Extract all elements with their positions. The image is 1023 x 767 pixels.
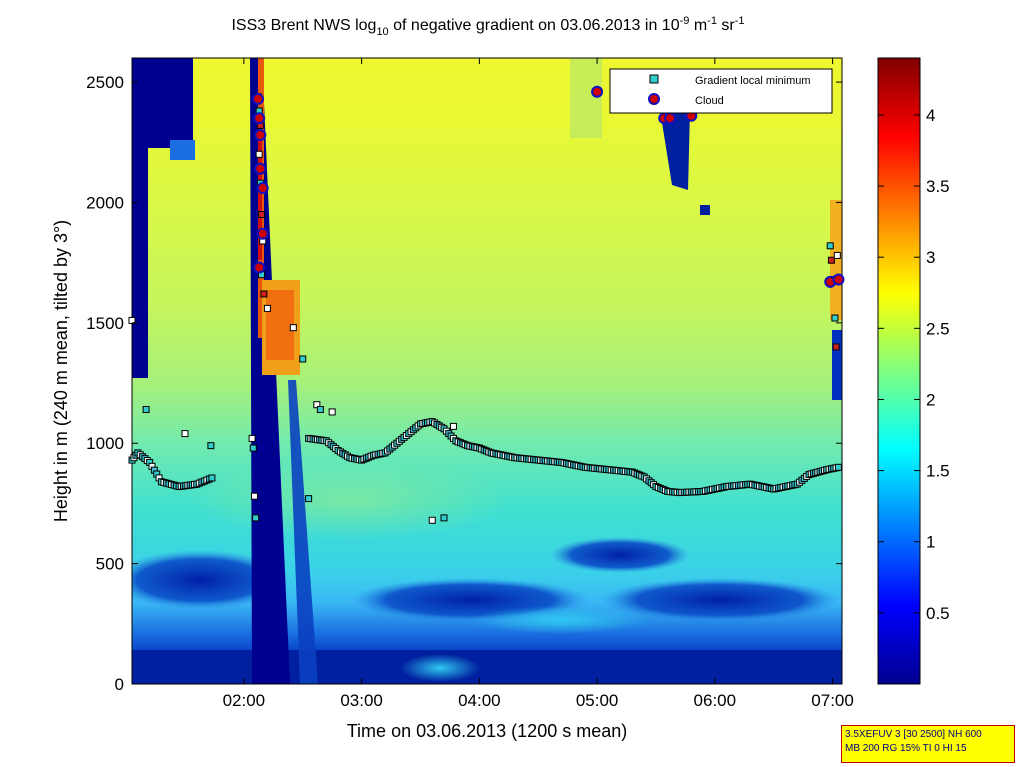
gradient-minimum-point (316, 406, 324, 414)
colorbar-ticks: 0.5 1 1.5 2 2.5 3 3.5 4 (878, 106, 950, 623)
x-tick-label: 07:00 (811, 691, 854, 710)
y-tick-label: 0 (115, 675, 124, 694)
y-tick-label: 500 (96, 555, 124, 574)
y-axis: 0 500 1000 1500 2000 2500 (86, 73, 842, 694)
gradient-minimum-point (260, 290, 268, 298)
legend-square-marker (649, 74, 659, 84)
gradient-minimum-point (255, 150, 263, 158)
x-axis-label: Time on 03.06.2013 (1200 s mean) (347, 721, 628, 741)
gradient-minimum-point (428, 516, 436, 524)
y-tick-label: 1500 (86, 314, 124, 333)
cloud-point (256, 182, 269, 195)
x-axis: 02:00 03:00 04:00 05:00 06:00 07:00 (223, 58, 854, 710)
colorbar-tick-label: 3 (926, 248, 935, 267)
x-tick-label: 02:00 (223, 691, 266, 710)
heatmap-field (132, 58, 842, 684)
cloud-point (253, 112, 266, 125)
legend-box (609, 68, 833, 114)
cloud-layer (251, 85, 845, 288)
gradient-minimum-point (299, 355, 307, 363)
gradient-minimum-point (832, 343, 840, 351)
colorbar-tick-label: 4 (926, 106, 935, 125)
legend-circle-marker (648, 93, 660, 105)
x-tick-label: 03:00 (340, 691, 383, 710)
cloud-point (254, 129, 267, 142)
gradient-minimum-point (207, 442, 215, 450)
cloud-point (254, 162, 267, 175)
gradient-minimum-point (831, 314, 839, 322)
gradient-minimum-point (252, 514, 260, 522)
x-tick-label: 05:00 (576, 691, 619, 710)
gradient-minimum-point (328, 408, 336, 416)
legend-label-gradient-minimum: Gradient local minimum (695, 75, 811, 87)
cloud-point (256, 227, 269, 240)
colorbar-tick-label: 2 (926, 390, 935, 409)
gradient-minimum-point (313, 401, 321, 409)
y-tick-label: 2000 (86, 193, 124, 212)
colorbar-tick-label: 0.5 (926, 604, 950, 623)
gradient-minimum-point (449, 422, 457, 430)
cloud-point (253, 261, 266, 274)
gradient-minimum-point (826, 242, 834, 250)
gradient-minimum-point (834, 463, 842, 471)
gradient-minimum-point (181, 430, 189, 438)
gradient-minimum-point (208, 474, 216, 482)
y-tick-label: 1000 (86, 434, 124, 453)
gradient-minimum-point (249, 444, 257, 452)
gradient-minimum-point (833, 251, 841, 259)
legend-label-cloud: Cloud (695, 95, 724, 107)
colorbar-tick-label: 1 (926, 533, 935, 552)
y-tick-label: 2500 (86, 73, 124, 92)
gradient-minimum-point (263, 304, 271, 312)
colorbar: 0.5 1 1.5 2 2.5 3 3.5 4 (877, 57, 950, 685)
colorbar-tick-label: 2.5 (926, 319, 950, 338)
cloud-point (591, 85, 604, 98)
legend: Gradient local minimum Cloud (609, 68, 833, 114)
gradient-minimum-point (128, 316, 136, 324)
info-box: 3.5XEFUV 3 [30 2500] NH 600 MB 200 RG 15… (841, 725, 1015, 763)
gradient-minimum-point (142, 406, 150, 414)
gradient-minimum-point (289, 324, 297, 332)
info-line-2: MB 200 RG 15% TI 0 HI 15 (845, 743, 967, 754)
gradient-minimum-point (250, 492, 258, 500)
gradient-minimum-point (440, 514, 448, 522)
gradient-minimum-point (827, 256, 835, 264)
cloud-point (664, 112, 677, 125)
cloud-point (251, 92, 264, 105)
x-tick-label: 04:00 (458, 691, 501, 710)
colorbar-tick-label: 3.5 (926, 177, 950, 196)
cloud-point (832, 273, 845, 286)
colorbar-tick-label: 1.5 (926, 462, 950, 481)
plot-frame (131, 57, 843, 685)
gradient-minimum-point (248, 434, 256, 442)
colorbar-ramp (877, 57, 921, 685)
y-axis-label: Height in m (240 m mean, tilted by 3°) (51, 220, 71, 522)
gradient-minimum-layer (128, 93, 842, 524)
chart-title: ISS3 Brent NWS log10 of negative gradien… (231, 15, 744, 38)
gradient-minimum-point (258, 211, 266, 218)
info-line-1: 3.5XEFUV 3 [30 2500] NH 600 (845, 729, 982, 740)
x-tick-label: 06:00 (694, 691, 737, 710)
gradient-minimum-point (305, 495, 313, 503)
